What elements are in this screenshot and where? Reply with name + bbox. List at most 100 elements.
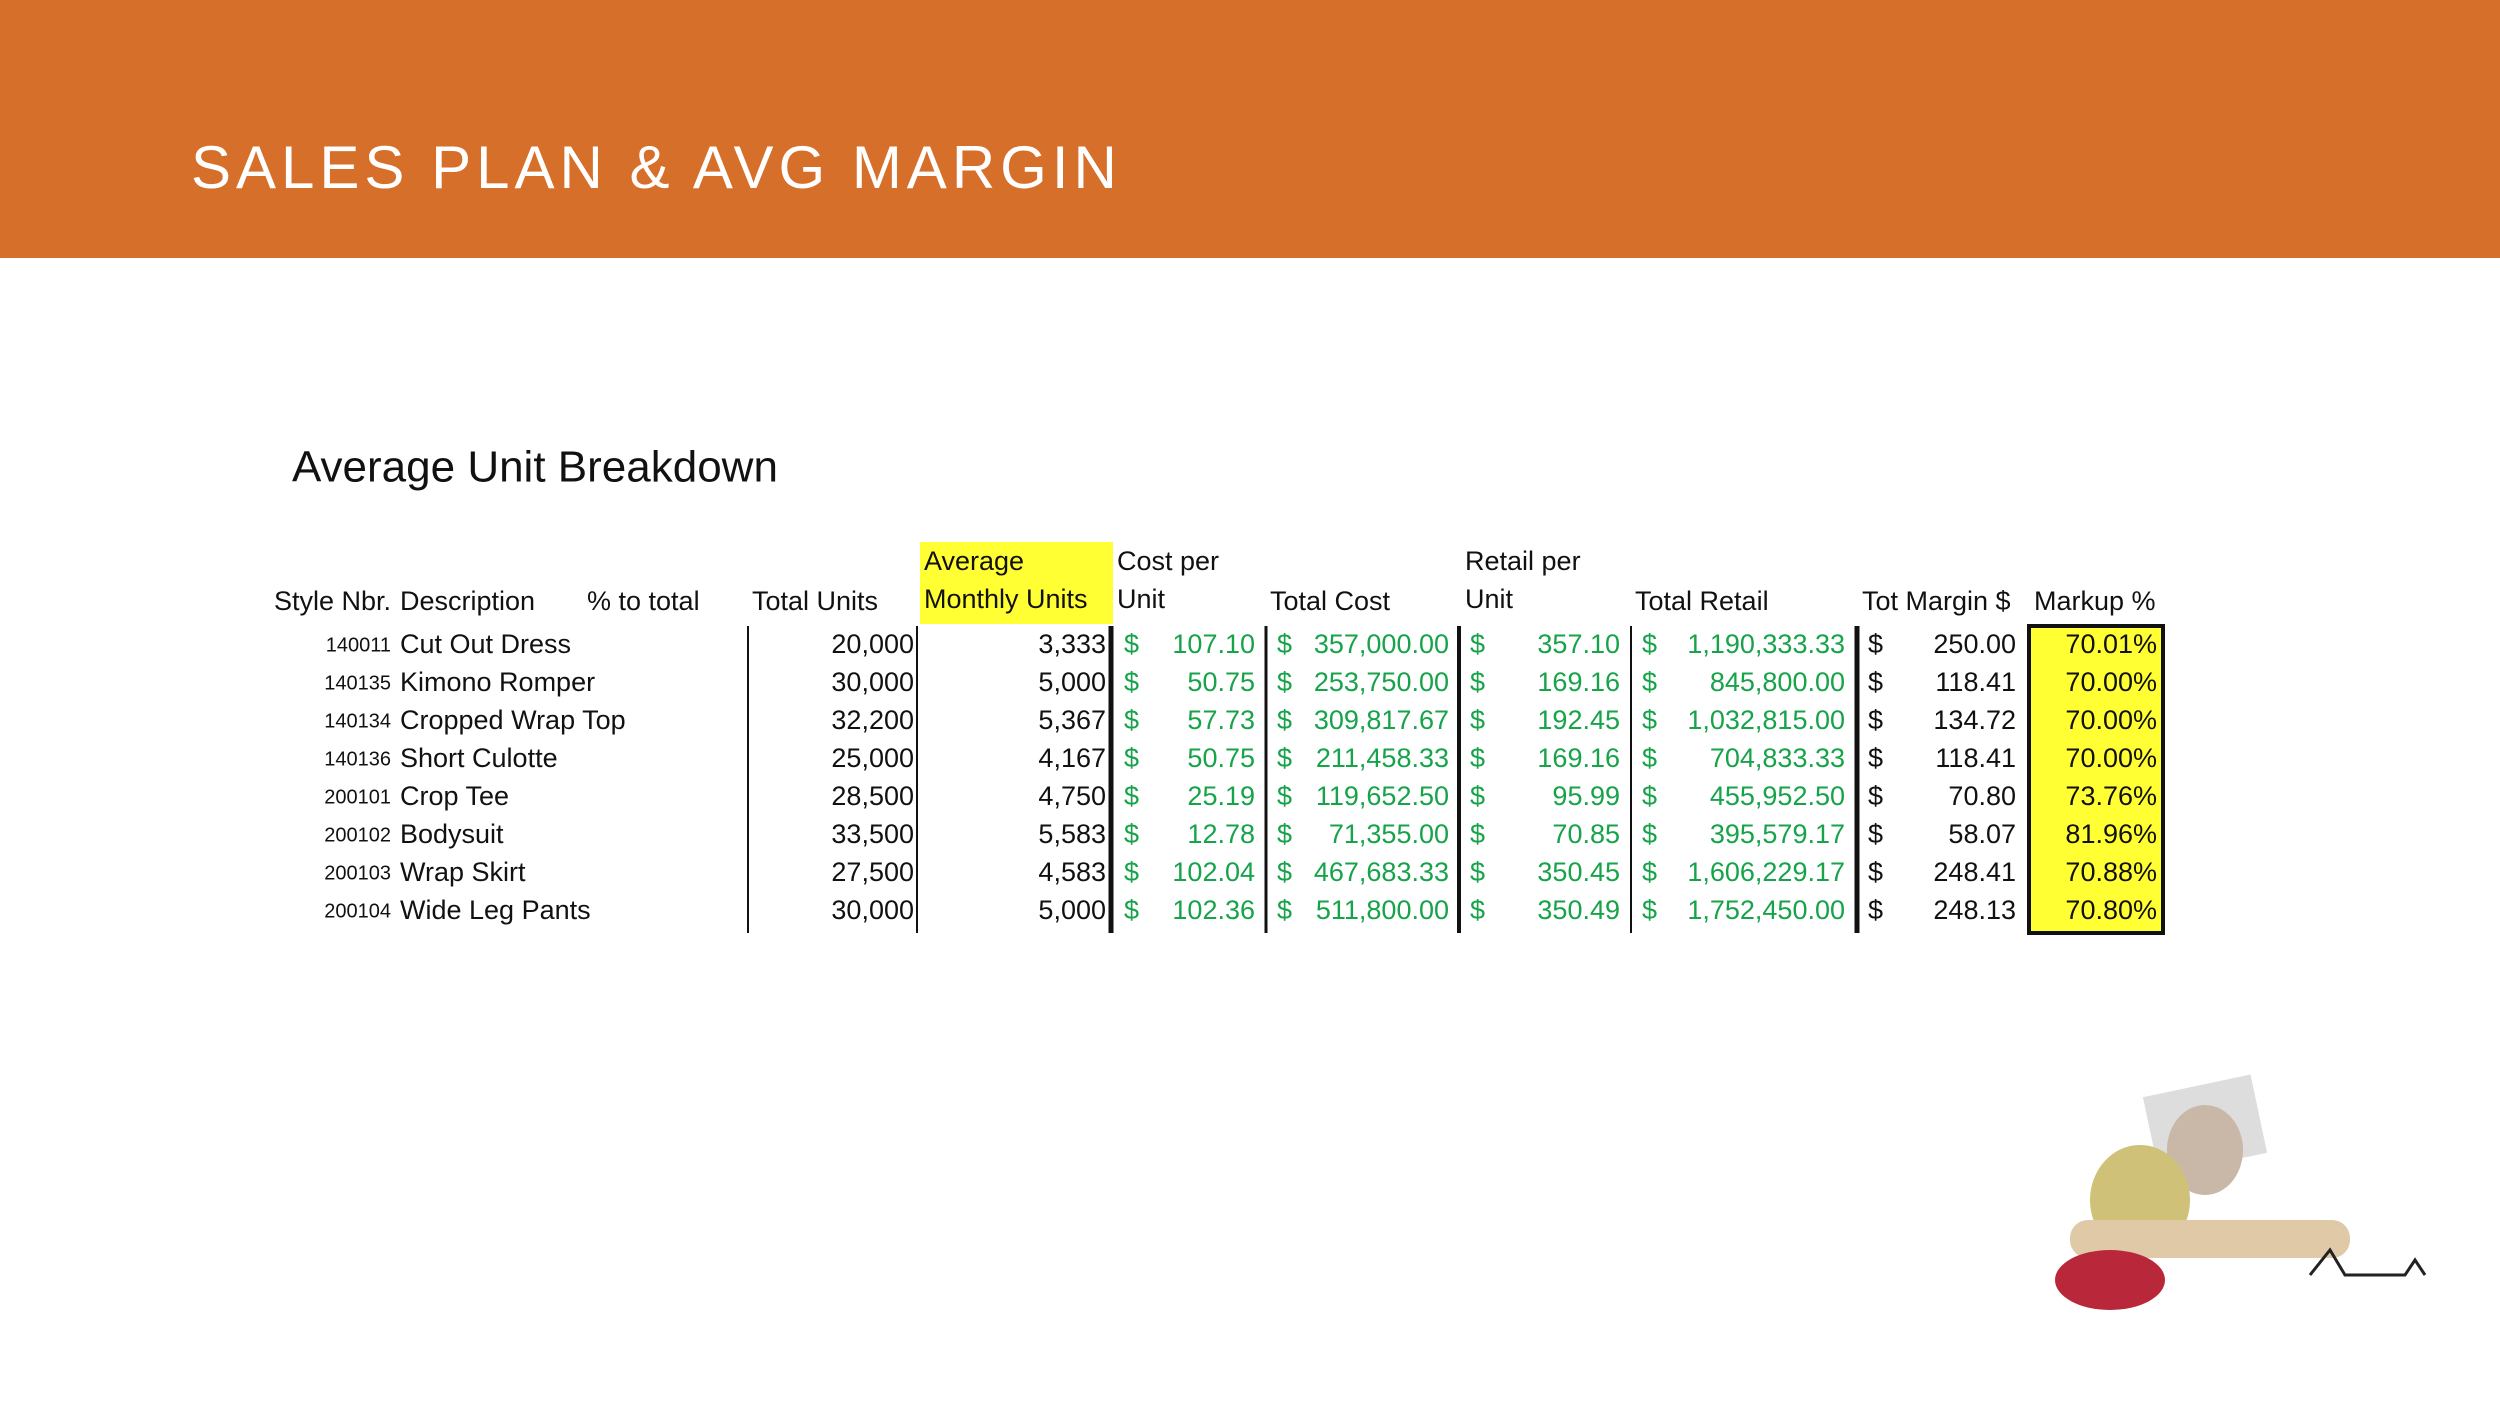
cell-value: 357,000.00 <box>1314 629 1449 659</box>
cell-value: 81.96% <box>2065 819 2157 849</box>
currency-symbol: $ <box>1470 705 1485 735</box>
currency-symbol: $ <box>1470 781 1485 811</box>
cell-value: 50.75 <box>1187 743 1255 773</box>
currency-symbol: $ <box>1642 895 1657 925</box>
cell-value: 200103 <box>324 862 391 884</box>
cell-value: 30,000 <box>831 667 914 697</box>
cell-value: 25,000 <box>831 743 914 773</box>
cell-value: 211,458.33 <box>1316 743 1449 773</box>
currency-symbol: $ <box>1642 857 1657 887</box>
currency-symbol: $ <box>1277 743 1292 773</box>
currency-symbol: $ <box>1124 819 1139 849</box>
currency-symbol: $ <box>1124 857 1139 887</box>
column-header: Description <box>400 586 535 616</box>
cell-value: 70.00% <box>2065 667 2157 697</box>
currency-symbol: $ <box>1124 895 1139 925</box>
currency-symbol: $ <box>1277 819 1292 849</box>
cell-value: 70.85 <box>1552 819 1620 849</box>
cell-value: 309,817.67 <box>1314 705 1449 735</box>
cell-value: 1,032,815.00 <box>1687 705 1845 735</box>
currency-symbol: $ <box>1470 895 1485 925</box>
currency-symbol: $ <box>1470 743 1485 773</box>
currency-symbol: $ <box>1868 667 1883 697</box>
cell-value: 250.00 <box>1933 629 2016 659</box>
currency-symbol: $ <box>1124 667 1139 697</box>
column-header: Unit <box>1465 584 1514 614</box>
description: Bodysuit <box>400 819 504 849</box>
cell-value: 70.88% <box>2065 857 2157 887</box>
cell-value: 107.10 <box>1172 629 1255 659</box>
cell-value: 248.41 <box>1933 857 2016 887</box>
cell-value: 357.10 <box>1537 629 1620 659</box>
cell-value: 58.07 <box>1948 819 2016 849</box>
description: Kimono Romper <box>400 667 595 697</box>
currency-symbol: $ <box>1277 781 1292 811</box>
cell-value: 134.72 <box>1933 705 2016 735</box>
cell-value: 4,583 <box>1038 857 1106 887</box>
description: Crop Tee <box>400 781 509 811</box>
currency-symbol: $ <box>1277 895 1292 925</box>
cell-value: 200102 <box>324 824 391 846</box>
cell-value: 395,579.17 <box>1710 819 1845 849</box>
column-header: Unit <box>1117 584 1166 614</box>
cell-value: 192.45 <box>1537 705 1620 735</box>
cell-value: 25.19 <box>1187 781 1255 811</box>
currency-symbol: $ <box>1868 705 1883 735</box>
cell-value: 200104 <box>324 900 391 922</box>
currency-symbol: $ <box>1124 781 1139 811</box>
cell-value: 253,750.00 <box>1314 667 1449 697</box>
currency-symbol: $ <box>1124 743 1139 773</box>
cell-value: 140011 <box>326 634 391 656</box>
currency-symbol: $ <box>1642 819 1657 849</box>
cell-value: 30,000 <box>831 895 914 925</box>
header-band <box>0 0 2500 258</box>
cell-value: 248.13 <box>1933 895 2016 925</box>
logo-art <box>2055 1074 2427 1310</box>
cell-value: 12.78 <box>1187 819 1255 849</box>
currency-symbol: $ <box>1470 857 1485 887</box>
cell-value: 845,800.00 <box>1710 667 1845 697</box>
currency-symbol: $ <box>1470 629 1485 659</box>
cell-value: 70.80% <box>2065 895 2157 925</box>
currency-symbol: $ <box>1642 705 1657 735</box>
currency-symbol: $ <box>1868 781 1883 811</box>
cell-value: 118.41 <box>1935 667 2016 697</box>
cell-value: 140135 <box>324 672 391 694</box>
column-header: % to total <box>587 586 700 616</box>
description: Short Culotte <box>400 743 558 773</box>
header-highlight <box>920 542 1113 624</box>
slide-title: SALES PLAN & AVG MARGIN <box>191 134 1122 201</box>
column-header: Total Cost <box>1270 586 1391 616</box>
cell-value: 32,200 <box>831 705 914 735</box>
description: Wrap Skirt <box>400 857 526 887</box>
cell-value: 200101 <box>324 786 391 808</box>
cell-value: 350.49 <box>1537 895 1620 925</box>
logo-lips <box>2055 1250 2165 1310</box>
column-header: Cost per <box>1117 546 1219 576</box>
cell-value: 70.80 <box>1948 781 2016 811</box>
cell-value: 33,500 <box>831 819 914 849</box>
markup-highlight <box>2029 624 2163 933</box>
currency-symbol: $ <box>1124 705 1139 735</box>
logo-carriage <box>2308 1247 2427 1277</box>
description: Cropped Wrap Top <box>400 705 626 735</box>
currency-symbol: $ <box>1642 781 1657 811</box>
cell-value: 27,500 <box>831 857 914 887</box>
column-header: Monthly Units <box>924 584 1088 614</box>
cell-value: 118.41 <box>1935 743 2016 773</box>
currency-symbol: $ <box>1277 667 1292 697</box>
cell-value: 102.36 <box>1172 895 1255 925</box>
cell-value: 169.16 <box>1537 667 1620 697</box>
cell-value: 50.75 <box>1187 667 1255 697</box>
description: Cut Out Dress <box>400 629 571 659</box>
cell-value: 169.16 <box>1537 743 1620 773</box>
cell-value: 95.99 <box>1552 781 1620 811</box>
cell-value: 1,606,229.17 <box>1687 857 1845 887</box>
currency-symbol: $ <box>1277 705 1292 735</box>
column-header: Markup % <box>2034 586 2156 616</box>
column-header: Total Retail <box>1635 586 1769 616</box>
currency-symbol: $ <box>1868 895 1883 925</box>
cell-value: 5,367 <box>1038 705 1106 735</box>
cell-value: 28,500 <box>831 781 914 811</box>
